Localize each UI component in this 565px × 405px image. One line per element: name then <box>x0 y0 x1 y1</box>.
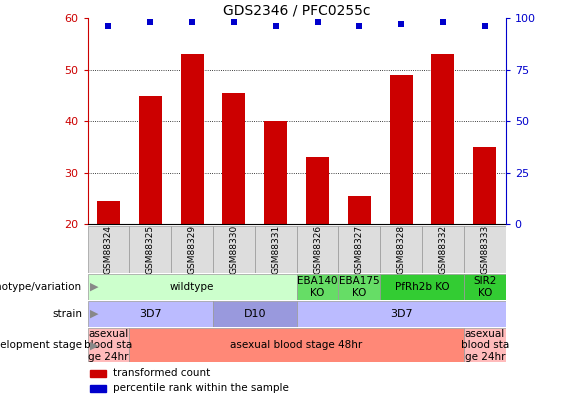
Text: ▶: ▶ <box>90 340 99 350</box>
Text: GSM88324: GSM88324 <box>104 225 113 274</box>
Text: GSM88330: GSM88330 <box>229 225 238 274</box>
Text: GSM88329: GSM88329 <box>188 225 197 274</box>
Text: GSM88333: GSM88333 <box>480 225 489 274</box>
Text: asexual
blood sta
ge 24hr: asexual blood sta ge 24hr <box>460 329 509 362</box>
Text: EBA175
KO: EBA175 KO <box>339 276 380 298</box>
Text: 3D7: 3D7 <box>390 309 412 319</box>
Text: D10: D10 <box>244 309 266 319</box>
Text: GSM88326: GSM88326 <box>313 225 322 274</box>
Text: strain: strain <box>52 309 82 319</box>
Bar <box>380 274 464 300</box>
Bar <box>390 75 412 224</box>
Bar <box>97 201 120 224</box>
Bar <box>348 196 371 224</box>
Text: GSM88327: GSM88327 <box>355 225 364 274</box>
Bar <box>90 370 106 377</box>
Bar <box>129 226 171 273</box>
Bar <box>380 226 422 273</box>
Bar <box>171 226 213 273</box>
Bar <box>422 226 464 273</box>
Bar <box>306 158 329 224</box>
Bar <box>297 226 338 273</box>
Text: genotype/variation: genotype/variation <box>0 282 82 292</box>
Bar <box>88 328 129 362</box>
Bar <box>297 301 506 327</box>
Bar <box>129 328 464 362</box>
Text: development stage: development stage <box>0 340 82 350</box>
Text: ▶: ▶ <box>90 282 99 292</box>
Text: GSM88325: GSM88325 <box>146 225 155 274</box>
Bar <box>90 385 106 392</box>
Text: SIR2
KO: SIR2 KO <box>473 276 497 298</box>
Bar <box>432 54 454 224</box>
Bar <box>473 147 496 224</box>
Text: PfRh2b KO: PfRh2b KO <box>395 282 449 292</box>
Text: asexual blood stage 48hr: asexual blood stage 48hr <box>231 340 363 350</box>
Bar <box>88 301 213 327</box>
Text: GSM88328: GSM88328 <box>397 225 406 274</box>
Text: GSM88331: GSM88331 <box>271 225 280 274</box>
Bar <box>464 226 506 273</box>
Bar <box>255 226 297 273</box>
Bar <box>464 328 506 362</box>
Text: wildtype: wildtype <box>170 282 214 292</box>
Bar <box>213 226 255 273</box>
Title: GDS2346 / PFC0255c: GDS2346 / PFC0255c <box>223 3 371 17</box>
Text: GSM88332: GSM88332 <box>438 225 447 274</box>
Bar <box>181 54 203 224</box>
Bar <box>223 93 245 224</box>
Bar <box>88 274 297 300</box>
Text: EBA140
KO: EBA140 KO <box>297 276 338 298</box>
Bar <box>88 226 129 273</box>
Bar <box>338 274 380 300</box>
Bar <box>297 274 338 300</box>
Text: ▶: ▶ <box>90 309 99 319</box>
Text: 3D7: 3D7 <box>139 309 162 319</box>
Bar <box>464 274 506 300</box>
Bar <box>338 226 380 273</box>
Text: percentile rank within the sample: percentile rank within the sample <box>114 383 289 393</box>
Bar <box>264 122 287 224</box>
Bar <box>139 96 162 224</box>
Text: transformed count: transformed count <box>114 368 211 378</box>
Text: asexual
blood sta
ge 24hr: asexual blood sta ge 24hr <box>84 329 133 362</box>
Bar <box>213 301 297 327</box>
